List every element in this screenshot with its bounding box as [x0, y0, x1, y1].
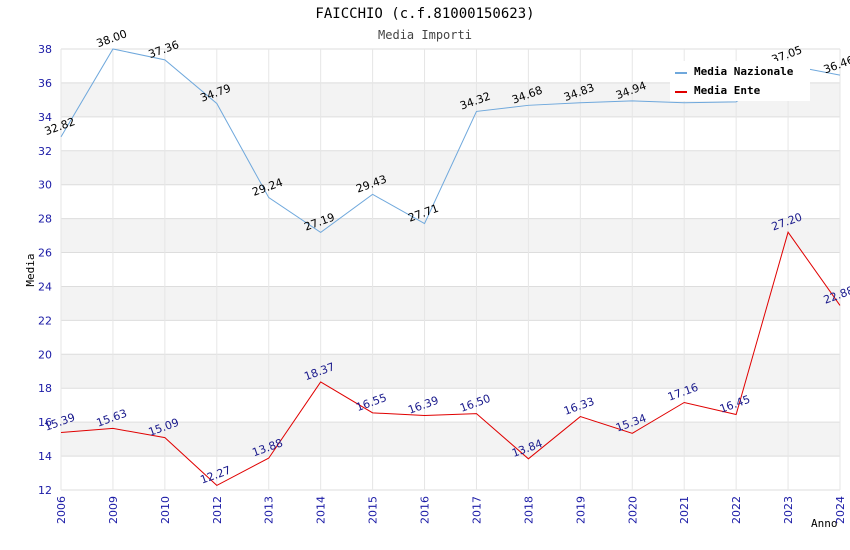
y-tick-label: 36	[38, 77, 52, 90]
y-tick-label: 38	[38, 43, 52, 56]
x-tick-label: 2017	[470, 496, 483, 524]
data-label: 12.27	[199, 464, 233, 487]
chart-subtitle: Media Importi	[378, 28, 472, 42]
data-label: 16.55	[354, 391, 388, 414]
data-label: 38.00	[95, 27, 129, 50]
data-label: 37.36	[147, 38, 181, 61]
x-tick-label: 2016	[419, 496, 432, 524]
grid-band	[61, 218, 840, 253]
y-tick-label: 20	[38, 348, 52, 361]
y-tick-label: 32	[38, 145, 52, 158]
x-tick-label: 2020	[626, 496, 639, 524]
x-tick-label: 2009	[107, 496, 120, 524]
grid-lines	[60, 48, 841, 491]
y-tick-label: 16	[38, 416, 52, 429]
data-label: 16.45	[718, 393, 752, 416]
y-tick-label: 22	[38, 314, 52, 327]
data-label: 16.33	[562, 395, 596, 418]
y-tick-label: 30	[38, 179, 52, 192]
x-tick-label: 2015	[367, 496, 380, 524]
x-axis-label: Anno	[811, 517, 838, 530]
x-tick-label: 2012	[211, 496, 224, 524]
x-tick-label: 2010	[159, 496, 172, 524]
legend-label-nazionale: Media Nazionale	[694, 65, 794, 78]
y-axis-label: Media	[24, 253, 37, 286]
x-axis-ticks: 2006 2009 2010 2012 2013 2014 2015 2016 2017 2018…	[55, 496, 847, 524]
x-tick-label: 2014	[315, 496, 328, 524]
chart-title: FAICCHIO (c.f.81000150623)	[315, 6, 534, 22]
y-tick-label: 28	[38, 213, 52, 226]
legend-label-ente: Media Ente	[694, 84, 761, 97]
legend: Media Nazionale Media Ente	[670, 61, 810, 101]
legend-box	[670, 61, 810, 101]
y-tick-label: 12	[38, 484, 52, 497]
x-tick-label: 2021	[678, 496, 691, 524]
data-label: 16.39	[406, 394, 440, 417]
series-line-ente	[60, 231, 841, 487]
grid-band	[61, 354, 840, 389]
x-tick-label: 2013	[263, 496, 276, 524]
y-tick-label: 34	[38, 111, 52, 124]
series-line-nazionale	[60, 48, 841, 233]
x-tick-label: 2018	[522, 496, 535, 524]
y-tick-label: 14	[38, 450, 52, 463]
y-tick-label: 26	[38, 247, 52, 260]
x-tick-label: 2024	[834, 496, 847, 524]
x-tick-label: 2022	[730, 496, 743, 524]
grid-band	[61, 422, 840, 457]
x-tick-label: 2023	[782, 496, 795, 524]
x-tick-label: 2019	[574, 496, 587, 524]
y-tick-label: 24	[38, 280, 52, 293]
x-tick-label: 2006	[55, 496, 68, 524]
series-lines	[60, 48, 841, 487]
grid-band	[61, 286, 840, 321]
grid-bands	[61, 82, 840, 457]
data-label: 36.46	[822, 53, 850, 76]
y-tick-label: 18	[38, 382, 52, 395]
y-axis-ticks: 12 14 16 18 20 22 24 26 28 30 32 34 36 38	[38, 43, 52, 497]
data-label: 16.50	[458, 392, 492, 415]
